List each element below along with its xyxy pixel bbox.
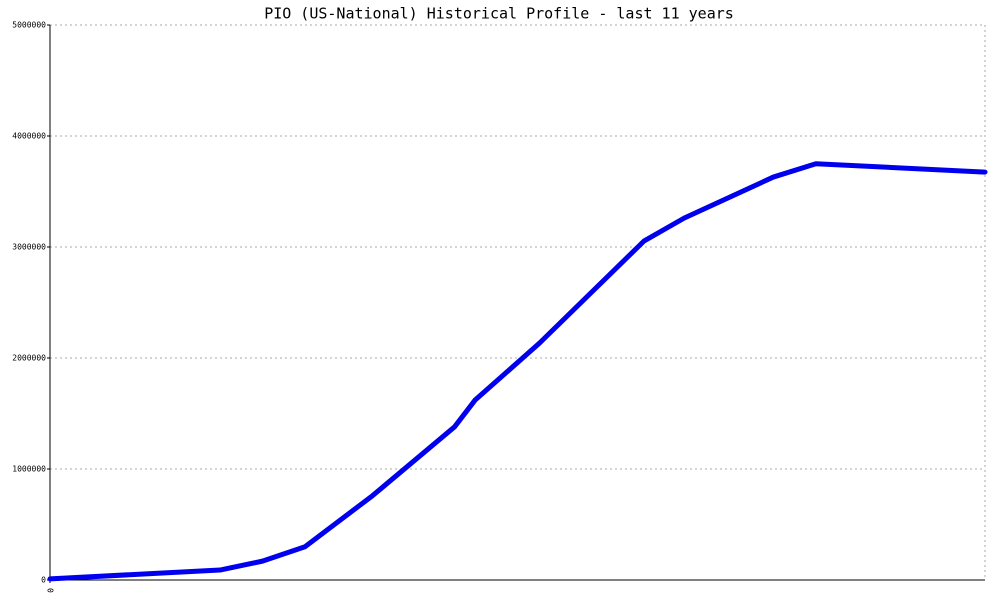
y-tick-label: 5000000 <box>12 21 46 30</box>
y-tick-label: 1000000 <box>12 465 46 474</box>
y-tick-label: 4000000 <box>12 132 46 141</box>
y-tick-label: 0 <box>41 576 46 585</box>
x-tick-label: 0 <box>46 588 55 593</box>
y-tick-label: 3000000 <box>12 243 46 252</box>
chart-title: PIO (US-National) Historical Profile - l… <box>264 5 734 23</box>
y-tick-label: 2000000 <box>12 354 46 363</box>
data-line <box>47 161 988 582</box>
